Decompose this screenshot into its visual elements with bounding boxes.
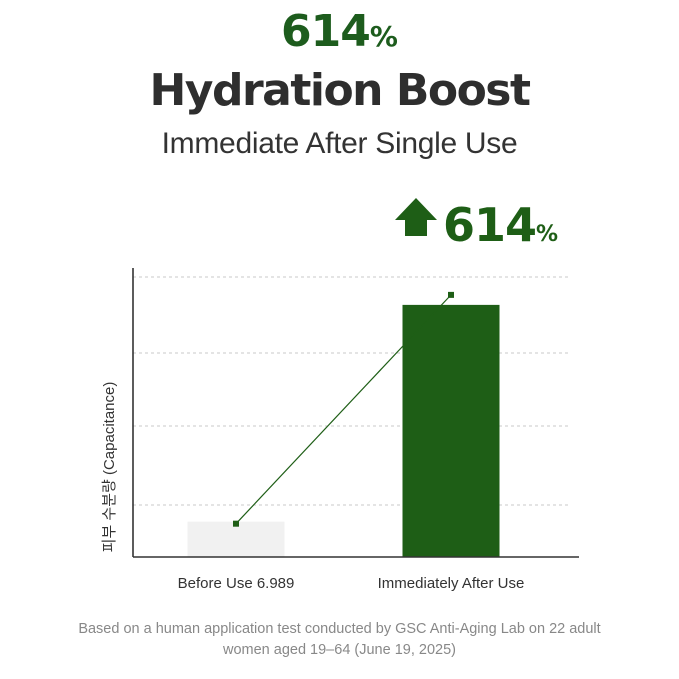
y-axis-label: 피부 수분량 (Capacitance): [101, 382, 118, 553]
bar-after-use: [402, 304, 500, 557]
trend-line: [235, 294, 452, 525]
page-title: Hydration Boost: [149, 65, 531, 116]
trend-point-2: [448, 291, 454, 298]
chart-labels: Before Use 6.989 Immediately After Use: [178, 575, 525, 592]
annotation-suffix: %: [536, 222, 558, 247]
headline-percent-value: 614: [281, 6, 371, 57]
page-subtitle: Immediate After Single Use: [161, 127, 518, 160]
chart-bars: [187, 304, 500, 557]
chart-gridlines: [133, 276, 568, 506]
trend-point-1: [233, 520, 239, 527]
x-tick-label-2: Immediately After Use: [378, 575, 525, 592]
annotation-value: 614: [443, 198, 536, 252]
bar-before-use: [187, 521, 285, 557]
headline-percent: 614%: [0, 10, 679, 54]
chart-trend-line: [233, 291, 454, 527]
chart-axes: [132, 268, 579, 558]
footnote: Based on a human application test conduc…: [78, 621, 601, 659]
x-tick-label-1: Before Use 6.989: [178, 575, 295, 592]
up-arrow-icon: [395, 198, 437, 236]
headline-percent-sign: %: [369, 20, 398, 53]
annotation-614: 614 %: [395, 198, 558, 252]
